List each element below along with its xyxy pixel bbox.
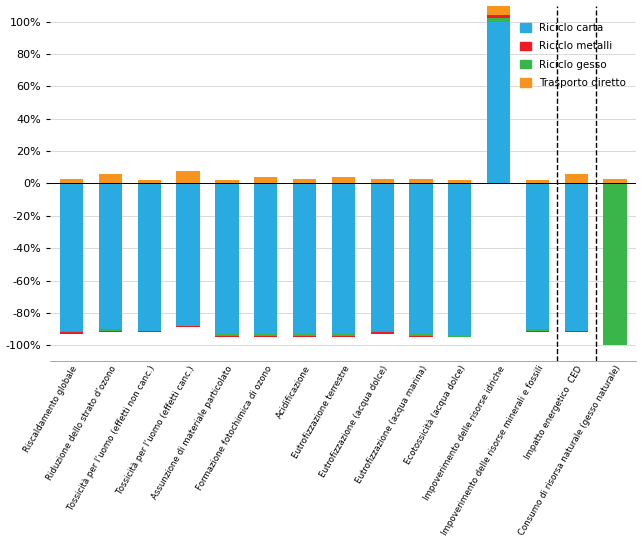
Bar (564, 331, 588, 332)
Bar (215, 336, 238, 337)
Bar (564, 184, 588, 331)
Bar (526, 331, 549, 332)
Bar (60, 331, 83, 332)
Bar (99, 174, 122, 184)
Bar (254, 336, 277, 337)
Bar (293, 334, 316, 336)
Bar (177, 184, 200, 326)
Bar (332, 336, 355, 337)
Bar (254, 184, 277, 334)
Bar (177, 171, 200, 184)
Bar (487, 22, 510, 184)
Bar (177, 326, 200, 327)
Bar (448, 184, 471, 336)
Bar (487, 15, 510, 18)
Bar (137, 331, 161, 332)
Bar (60, 184, 83, 331)
Bar (332, 184, 355, 334)
Bar (603, 179, 627, 184)
Bar (99, 184, 122, 329)
Bar (448, 180, 471, 184)
Bar (370, 179, 394, 184)
Bar (410, 334, 433, 336)
Bar (370, 332, 394, 334)
Bar (60, 179, 83, 184)
Bar (293, 184, 316, 334)
Bar (526, 184, 549, 329)
Bar (487, 4, 510, 15)
Bar (99, 331, 122, 332)
Bar (448, 336, 471, 337)
Bar (332, 334, 355, 336)
Bar (603, 184, 627, 345)
Bar (137, 180, 161, 184)
Bar (564, 174, 588, 184)
Bar (215, 184, 238, 334)
Bar (410, 184, 433, 334)
Bar (332, 177, 355, 184)
Legend: Riciclo carta, Riciclo metalli, Riciclo gesso, Trasporto diretto: Riciclo carta, Riciclo metalli, Riciclo … (515, 18, 631, 93)
Bar (526, 329, 549, 331)
Bar (370, 331, 394, 332)
Bar (370, 184, 394, 331)
Bar (60, 332, 83, 334)
Bar (254, 334, 277, 336)
Bar (254, 177, 277, 184)
Bar (293, 336, 316, 337)
Bar (293, 179, 316, 184)
Bar (410, 336, 433, 337)
Bar (99, 329, 122, 331)
Bar (487, 18, 510, 22)
Bar (215, 180, 238, 184)
Bar (410, 179, 433, 184)
Bar (215, 334, 238, 336)
Bar (137, 184, 161, 331)
Bar (526, 180, 549, 184)
